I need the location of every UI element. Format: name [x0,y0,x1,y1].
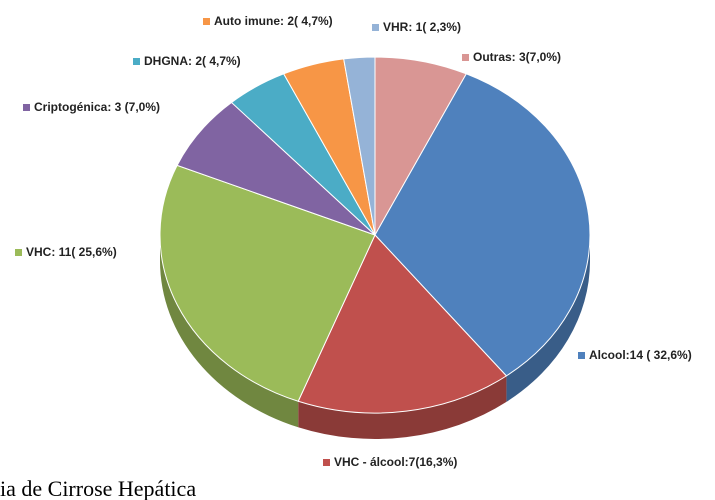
data-label: Outras: 3(7,0%) [473,50,561,64]
legend-marker [323,459,330,466]
slice-side [298,375,507,439]
data-label: VHC: 11( 25,6%) [26,245,117,259]
pie [159,56,591,439]
slice [374,73,591,377]
data-label: Auto imune: 2( 4,7%) [214,14,333,28]
legend-marker [578,352,585,359]
legend-marker [462,54,469,61]
data-label: DHGNA: 2( 4,7%) [144,54,241,68]
slice [159,164,376,402]
legend-marker [23,104,30,111]
data-label: Criptogénica: 3 (7,0%) [34,100,160,114]
data-label: Alcool:14 ( 32,6%) [589,348,692,362]
legend-marker [203,18,210,25]
legend-marker [15,249,22,256]
slice-side [159,235,299,428]
data-label: VHC - álcool:7(16,3%) [334,455,457,469]
slice [343,56,376,236]
slice [297,234,508,414]
caption: ia de Cirrose Hepática [0,476,196,500]
legend-marker [133,58,140,65]
slice-side [506,235,590,402]
data-label: VHR: 1( 2,3%) [383,20,461,34]
legend-marker [372,24,379,31]
